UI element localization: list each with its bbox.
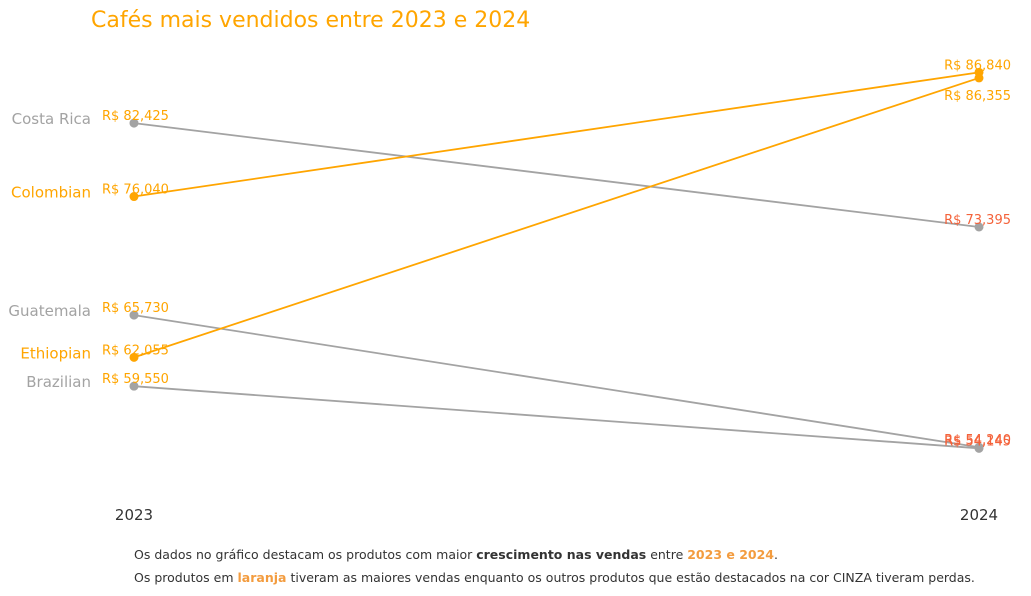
footnote-text: entre bbox=[646, 547, 688, 562]
series-colombian: Colombian R$ 76,040 R$ 86,840 bbox=[11, 58, 1011, 201]
value-label-2024-brazilian: R$ 54,145 bbox=[944, 434, 1011, 449]
footnote-text: Os produtos em bbox=[134, 570, 238, 585]
series-ethiopian: Ethiopian R$ 62,055 R$ 86,355 bbox=[20, 73, 1011, 362]
point-2023-costa-rica bbox=[129, 118, 139, 128]
footnote-text: Os dados no gráfico destacam os produtos… bbox=[134, 547, 477, 562]
point-2024-ethiopian bbox=[974, 73, 984, 83]
footnote-years: 2023 e 2024 bbox=[687, 547, 774, 562]
point-2023-guatemala bbox=[129, 310, 139, 320]
footnote-line-1: Os dados no gráfico destacam os produtos… bbox=[134, 547, 778, 562]
footnote-text: tiveram as maiores vendas enquanto os ou… bbox=[286, 570, 975, 585]
point-2024-brazilian bbox=[974, 443, 984, 453]
category-label-ethiopian: Ethiopian bbox=[20, 344, 91, 362]
value-label-2023-ethiopian: R$ 62,055 bbox=[102, 343, 169, 358]
x-tick-label: 2023 bbox=[115, 506, 153, 524]
footnote-text: . bbox=[774, 547, 778, 562]
point-2024-costa-rica bbox=[974, 222, 984, 232]
value-label-2023-costa-rica: R$ 82,425 bbox=[102, 109, 169, 124]
point-2023-colombian bbox=[129, 192, 139, 202]
chart-title: Cafés mais vendidos entre 2023 e 2024 bbox=[91, 8, 530, 33]
value-label-2024-costa-rica: R$ 73,395 bbox=[944, 213, 1011, 228]
value-label-2023-brazilian: R$ 59,550 bbox=[102, 372, 169, 387]
point-2023-brazilian bbox=[129, 381, 139, 391]
category-label-costa-rica: Costa Rica bbox=[12, 110, 91, 128]
series-guatemala: Guatemala R$ 65,730 R$ 54,240 bbox=[8, 301, 1011, 452]
footnote-line-2: Os produtos em laranja tiveram as maiore… bbox=[134, 570, 975, 585]
series-line-costa-rica bbox=[133, 122, 980, 228]
series-line-guatemala bbox=[133, 314, 980, 449]
value-label-2024-ethiopian: R$ 86,355 bbox=[944, 89, 1011, 104]
series-line-brazilian bbox=[133, 385, 980, 450]
footnote-orange-word: laranja bbox=[237, 570, 287, 585]
value-label-2023-guatemala: R$ 65,730 bbox=[102, 301, 169, 316]
value-label-2024-guatemala: R$ 54,240 bbox=[944, 433, 1011, 448]
x-axis-ticks: 2023 2024 bbox=[115, 506, 998, 524]
category-label-colombian: Colombian bbox=[11, 184, 91, 202]
series-brazilian: Brazilian R$ 59,550 R$ 54,145 bbox=[26, 372, 1011, 453]
value-label-2024-colombian: R$ 86,840 bbox=[944, 58, 1011, 73]
series-line-ethiopian bbox=[133, 77, 980, 359]
category-label-guatemala: Guatemala bbox=[8, 302, 91, 320]
series-layer: Costa Rica R$ 82,425 R$ 73,395 Guatemala R$ … bbox=[8, 58, 1011, 453]
series-costa-rica: Costa Rica R$ 82,425 R$ 73,395 bbox=[12, 109, 1011, 232]
value-label-2023-colombian: R$ 76,040 bbox=[102, 183, 169, 198]
category-label-brazilian: Brazilian bbox=[26, 373, 91, 391]
series-line-colombian bbox=[133, 71, 980, 198]
point-2023-ethiopian bbox=[129, 352, 139, 362]
footnote-bold-growth: crescimento nas vendas bbox=[476, 547, 647, 562]
x-tick-label: 2024 bbox=[960, 506, 998, 524]
